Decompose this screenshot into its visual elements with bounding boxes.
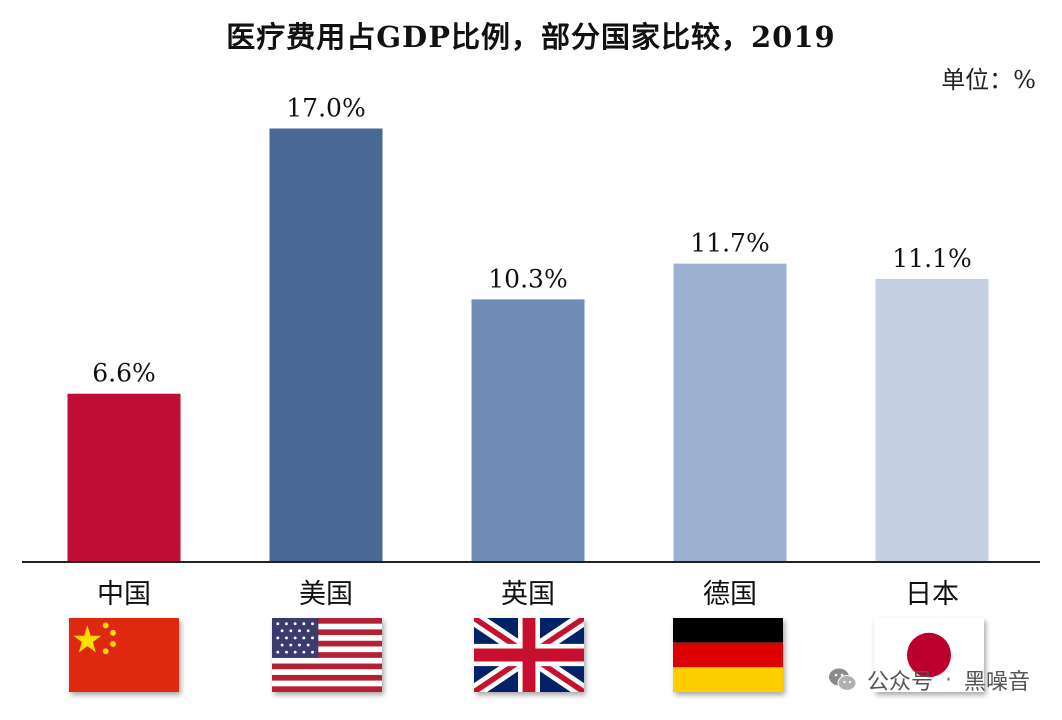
bar-1: [269, 128, 383, 562]
watermark-account: 黑噪音: [963, 670, 1030, 695]
bar-3: [673, 263, 787, 562]
china-flag-icon: [69, 618, 179, 692]
bar-4: [875, 278, 989, 562]
category-label-1: 美国: [299, 579, 353, 610]
watermark: 公众号 · 黑噪音: [827, 664, 1030, 696]
category-label-3: 德国: [703, 579, 757, 610]
japan-flag-icon: [874, 618, 984, 692]
labels-layer: 6.6% 中国 17.0% 美国 10.3% 英国 11.7% 德国 11.1% 日本: [92, 94, 971, 611]
watermark-platform: 公众号: [866, 670, 933, 695]
data-label-1: 17.0%: [286, 94, 365, 123]
bar-2: [471, 299, 585, 562]
category-label-0: 中国: [97, 579, 151, 610]
category-label-4: 日本: [905, 579, 959, 610]
watermark-separator: ·: [944, 667, 952, 693]
data-label-3: 11.7%: [690, 229, 769, 258]
germany-flag-icon: [673, 618, 783, 692]
usa-flag-icon: [272, 618, 382, 692]
data-label-2: 10.3%: [488, 264, 567, 293]
bar-0: [67, 393, 181, 562]
data-label-4: 11.1%: [892, 244, 971, 273]
uk-flag-icon: [474, 618, 584, 692]
chart-title: 医疗费用占GDP比例，部分国家比较，2019: [226, 20, 836, 54]
category-label-2: 英国: [501, 579, 555, 610]
bars-layer: [67, 128, 989, 562]
wechat-icon: [828, 668, 857, 691]
unit-label: 单位：%: [941, 66, 1036, 94]
data-label-0: 6.6%: [92, 359, 156, 388]
